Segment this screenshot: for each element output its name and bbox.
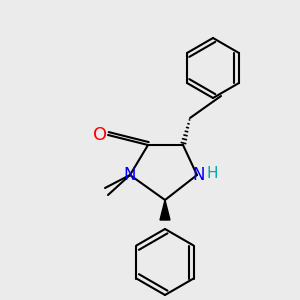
Polygon shape [160, 200, 170, 220]
Text: N: N [124, 166, 136, 184]
Text: O: O [93, 126, 107, 144]
Text: H: H [206, 167, 218, 182]
Text: N: N [193, 166, 205, 184]
